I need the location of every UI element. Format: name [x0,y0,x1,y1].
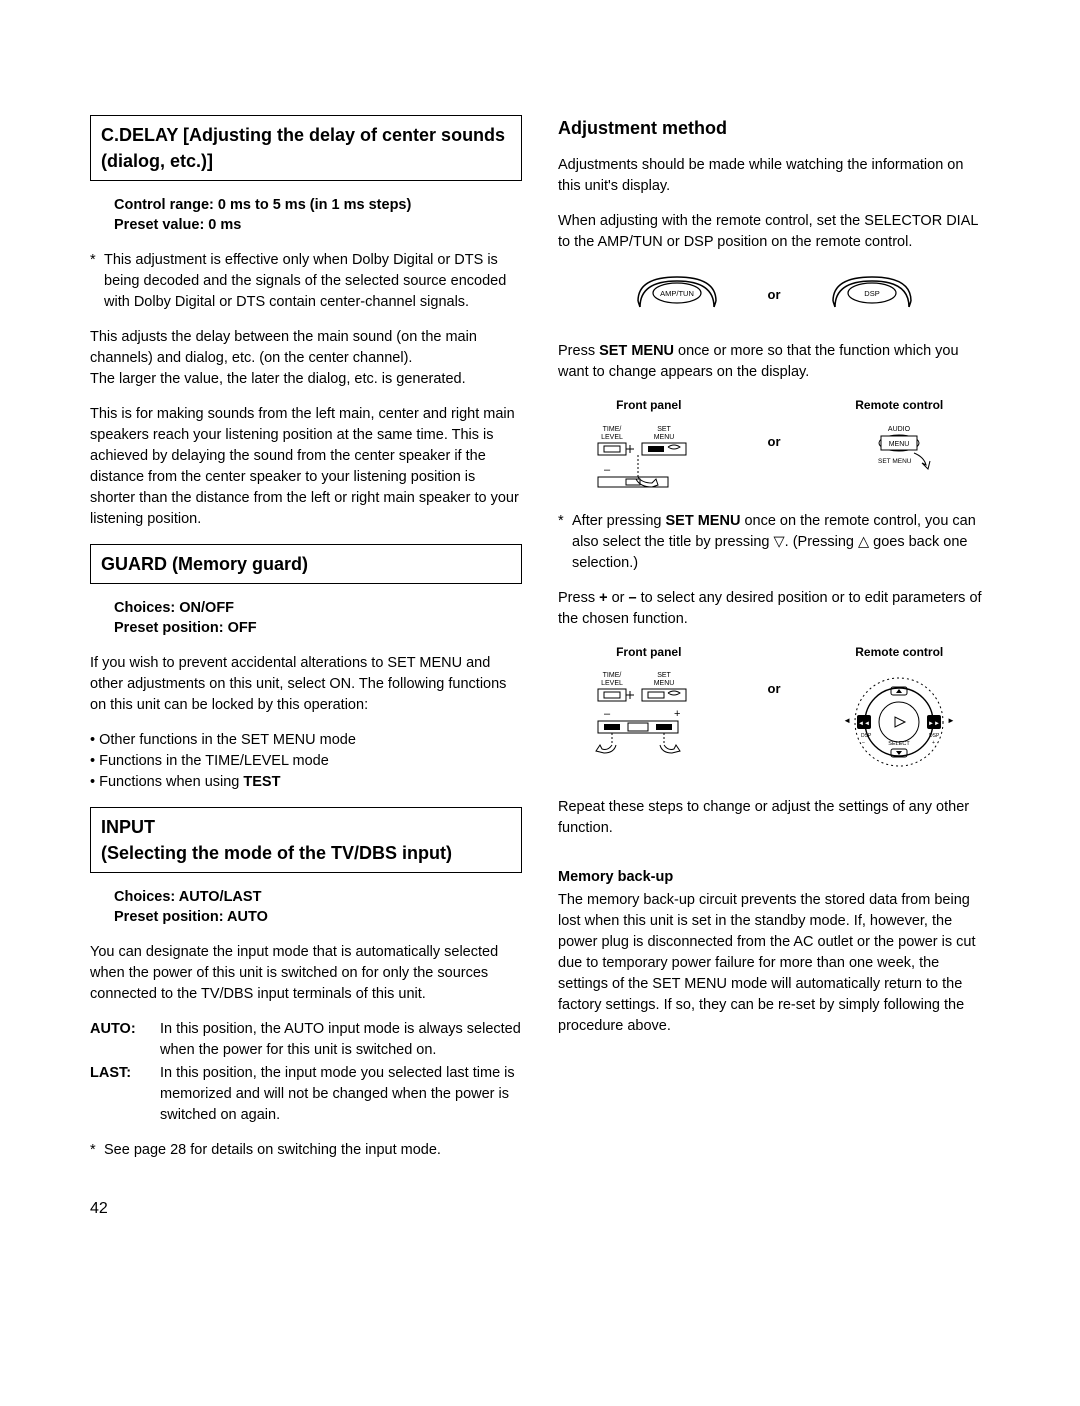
svg-text:LEVEL: LEVEL [601,680,623,687]
svg-text:MENU: MENU [889,441,910,448]
or-label-1: or [768,286,781,305]
guard-b3-bold: TEST [243,774,280,790]
svg-text:SET: SET [657,672,671,679]
svg-text:TIME/: TIME/ [602,672,621,679]
cdelay-para2: This is for making sounds from the left … [90,404,522,530]
right-note-after: * After pressing SET MENU once on the re… [558,511,990,574]
dial-label-a: AMP/TUN [660,289,694,298]
na1: After pressing [572,513,666,529]
p3b: SET MENU [599,343,674,359]
p4b: + [599,590,607,606]
svg-text:SET MENU: SET MENU [878,458,912,465]
right-p3: Press SET MENU once or more so that the … [558,341,990,383]
svg-text:◄◄: ◄◄ [858,721,870,727]
svg-text:–: – [604,464,611,476]
right-p4: Press + or – to select any desired posit… [558,588,990,630]
svg-text:AUDIO: AUDIO [888,426,911,433]
front-panel-1: Front panel TIME/ LEVEL SET MENU [558,397,740,490]
dial-dsp: DSP [831,271,913,319]
remote-control-label-2: Remote control [809,644,991,661]
memory-backup-title: Memory back-up [558,867,990,888]
svg-text:SET: SET [657,426,671,433]
last-row: LAST: In this position, the input mode y… [90,1063,522,1126]
front-panel-2: Front panel TIME/ LEVEL SET MENU [558,644,740,757]
cdelay-range: Control range: 0 ms to 5 ms (in 1 ms ste… [114,195,522,236]
input-para: You can designate the input mode that is… [90,942,522,1005]
guard-title: GUARD (Memory guard) [90,544,522,584]
guard-b3-pre: • Functions when using [90,774,243,790]
guard-choices: Choices: ON/OFF Preset position: OFF [114,598,522,639]
cdelay-note1-text: This adjustment is effective only when D… [104,250,522,313]
svg-text:►►: ►► [928,721,940,727]
p3a: Press [558,343,599,359]
front-panel-diagram-1: TIME/ LEVEL SET MENU – [558,421,740,491]
remote-diagram-2: ◄◄ ◄ ►► ► SELECT DSP DSP – + [809,667,991,777]
guard-b1: • Other functions in the SET MENU mode [90,730,522,751]
right-note-after-text: After pressing SET MENU once on the remo… [572,511,990,574]
remote-diagram-1: AUDIO MENU SET MENU [809,421,991,491]
svg-text:SELECT: SELECT [889,741,911,747]
svg-text:–: – [604,708,611,720]
asterisk: * [90,1140,104,1161]
svg-text:+: + [674,708,680,720]
memory-backup-body: The memory back-up circuit prevents the … [558,890,990,1037]
auto-row: AUTO: In this position, the AUTO input m… [90,1019,522,1061]
or-col-2: or [768,644,781,699]
front-panel-label-1: Front panel [558,397,740,414]
guard-b3: • Functions when using TEST [90,772,522,793]
guard-para: If you wish to prevent accidental altera… [90,653,522,716]
p4d: – [629,590,637,606]
dial-label-b: DSP [864,289,879,298]
guard-bullets: • Other functions in the SET MENU mode •… [90,730,522,793]
right-repeat: Repeat these steps to change or adjust t… [558,797,990,839]
or-label-2: or [768,433,781,452]
cdelay-para1: This adjusts the delay between the main … [90,327,522,390]
right-p2: When adjusting with the remote control, … [558,211,990,253]
auto-key: AUTO: [90,1019,160,1061]
remote-control-label-1: Remote control [809,397,991,414]
input-choices: Choices: AUTO/LAST Preset position: AUTO [114,887,522,928]
dial-row: AMP/TUN or DSP [558,271,990,319]
asterisk: * [558,511,572,574]
or-label-3: or [768,680,781,699]
page-number: 42 [90,1197,522,1220]
right-p1: Adjustments should be made while watchin… [558,155,990,197]
input-note-text: See page 28 for details on switching the… [104,1140,522,1161]
guard-b2: • Functions in the TIME/LEVEL mode [90,751,522,772]
panel-row-1: Front panel TIME/ LEVEL SET MENU [558,397,990,490]
front-panel-label-2: Front panel [558,644,740,661]
svg-text:MENU: MENU [653,434,674,441]
panel-row-2: Front panel TIME/ LEVEL SET MENU [558,644,990,777]
p4c: or [608,590,629,606]
auto-val: In this position, the AUTO input mode is… [160,1019,522,1061]
svg-text:◄: ◄ [843,716,851,725]
last-key: LAST: [90,1063,160,1126]
svg-text:TIME/: TIME/ [602,426,621,433]
remote-control-2: Remote control [809,644,991,777]
svg-text:LEVEL: LEVEL [601,434,623,441]
svg-text:►: ► [947,716,955,725]
right-column: Adjustment method Adjustments should be … [558,115,990,1220]
input-note: * See page 28 for details on switching t… [90,1140,522,1161]
cdelay-note1: * This adjustment is effective only when… [90,250,522,313]
dial-amp-tun: AMP/TUN [636,271,718,319]
asterisk: * [90,250,104,313]
svg-text:DSP: DSP [861,733,872,739]
left-column: C.DELAY [Adjusting the delay of center s… [90,115,522,1220]
svg-text:MENU: MENU [653,680,674,687]
na2: SET MENU [666,513,741,529]
p4a: Press [558,590,599,606]
svg-text:DSP: DSP [929,733,940,739]
remote-control-1: Remote control AUDIO MENU SET MENU [809,397,991,490]
input-defs: AUTO: In this position, the AUTO input m… [90,1019,522,1126]
adjustment-title: Adjustment method [558,115,990,141]
last-val: In this position, the input mode you sel… [160,1063,522,1126]
cdelay-title: C.DELAY [Adjusting the delay of center s… [90,115,522,181]
or-col-1: or [768,397,781,452]
svg-text:–: – [862,740,865,746]
page-content: C.DELAY [Adjusting the delay of center s… [90,115,990,1220]
front-panel-diagram-2: TIME/ LEVEL SET MENU – + [558,667,740,757]
input-title: INPUT (Selecting the mode of the TV/DBS … [90,807,522,873]
svg-text:+: + [932,740,935,746]
